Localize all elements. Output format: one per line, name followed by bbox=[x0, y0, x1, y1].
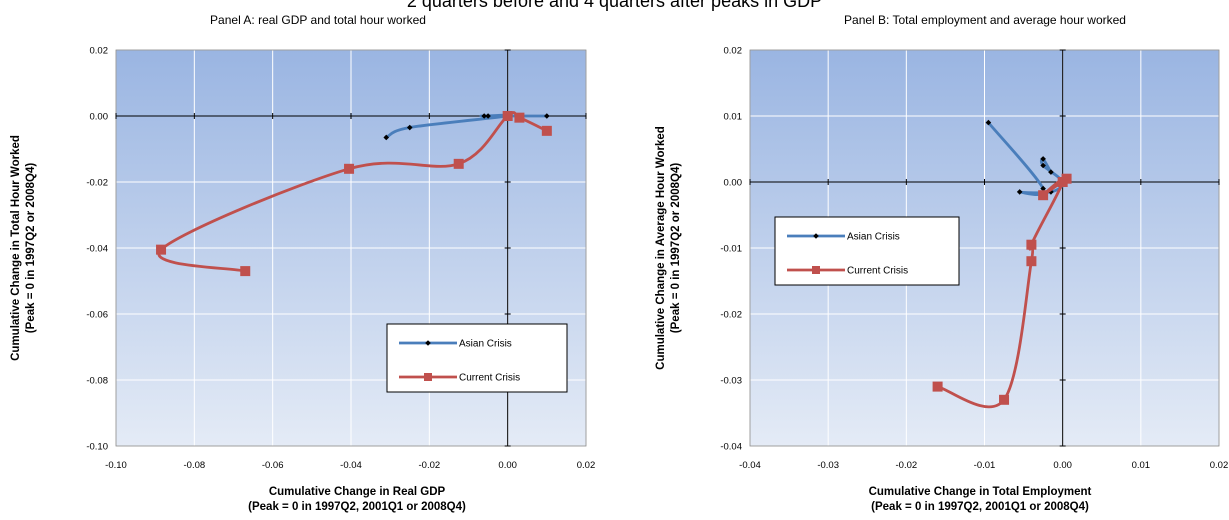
data-point bbox=[383, 134, 390, 141]
x-tick-label: -0.08 bbox=[184, 460, 206, 471]
y-tick-label: -0.10 bbox=[86, 442, 108, 453]
data-point bbox=[481, 113, 487, 119]
data-point bbox=[156, 244, 167, 255]
data-point bbox=[985, 119, 992, 126]
y-tick-label: -0.01 bbox=[720, 244, 742, 255]
y-tick-label: -0.02 bbox=[86, 178, 108, 189]
x-tick-label: -0.02 bbox=[419, 460, 441, 471]
data-point bbox=[453, 158, 464, 169]
x-tick-label: -0.02 bbox=[896, 460, 918, 471]
data-point bbox=[514, 112, 525, 123]
data-point bbox=[999, 394, 1010, 405]
y-tick-label: -0.02 bbox=[720, 310, 742, 321]
x-tick-label: -0.10 bbox=[105, 460, 127, 471]
legend-label: Asian Crisis bbox=[459, 339, 512, 350]
y-axis-title: (Peak = 0 in 1997Q2 or 2008Q4) bbox=[670, 163, 682, 334]
data-point bbox=[932, 381, 943, 392]
data-point bbox=[502, 111, 513, 121]
legend-label: Asian Crisis bbox=[847, 232, 900, 243]
y-axis-title: Cumulative Change in Average Hour Worked bbox=[655, 126, 667, 370]
series-current-crisis bbox=[156, 111, 552, 277]
plot-border bbox=[115, 49, 587, 447]
y-tick-label: -0.04 bbox=[720, 442, 742, 453]
x-tick-label: -0.03 bbox=[817, 460, 839, 471]
y-axis-title: Cumulative Change in Total Hour Worked bbox=[10, 135, 22, 361]
data-point bbox=[544, 113, 550, 119]
data-point bbox=[541, 125, 552, 136]
y-tick-label: -0.03 bbox=[720, 376, 742, 387]
figure-title: 2 quarters before and 4 quarters after p… bbox=[406, 0, 823, 11]
legend-marker bbox=[425, 340, 431, 346]
y-tick-label: 0.00 bbox=[90, 112, 109, 123]
data-point bbox=[1038, 190, 1049, 201]
data-point bbox=[485, 113, 491, 119]
data-point bbox=[1057, 177, 1068, 187]
x-tick-label: -0.01 bbox=[974, 460, 996, 471]
panel-title: Panel B: Total employment and average ho… bbox=[844, 13, 1126, 27]
x-tick-label: -0.04 bbox=[340, 460, 362, 471]
y-tick-label: 0.00 bbox=[724, 178, 743, 189]
legend-box bbox=[774, 216, 960, 286]
plot-border bbox=[749, 49, 1220, 447]
data-point bbox=[1040, 162, 1046, 169]
y-tick-label: -0.04 bbox=[86, 244, 108, 255]
legend-marker bbox=[424, 373, 432, 381]
x-tick-label: 0.01 bbox=[1132, 460, 1151, 471]
series-current-crisis bbox=[932, 173, 1072, 409]
y-tick-label: 0.02 bbox=[724, 46, 743, 57]
legend-marker bbox=[813, 233, 819, 239]
y-tick-label: -0.08 bbox=[86, 376, 108, 387]
data-point bbox=[1026, 256, 1037, 267]
panel-title: Panel A: real GDP and total hour worked bbox=[210, 13, 426, 27]
data-point bbox=[406, 124, 413, 131]
x-tick-label: 0.02 bbox=[1210, 460, 1229, 471]
panel-b: -0.04 -0.03 -0.02 -0.01 0.00 0.01 0.02 -0.04 -0.… bbox=[655, 13, 1228, 513]
x-tick-label: -0.06 bbox=[262, 460, 284, 471]
y-tick-label: 0.01 bbox=[724, 112, 743, 123]
x-tick-label: -0.04 bbox=[739, 460, 761, 471]
y-tick-label: -0.06 bbox=[86, 310, 108, 321]
legend-label: Current Crisis bbox=[459, 373, 520, 384]
x-tick-label: 0.00 bbox=[498, 460, 517, 471]
legend: Asian Crisis Current Crisis bbox=[386, 323, 568, 393]
legend: Asian Crisis Current Crisis bbox=[774, 216, 960, 286]
x-tick-label: 0.00 bbox=[1053, 460, 1072, 471]
legend-box bbox=[386, 323, 568, 393]
data-point bbox=[240, 266, 251, 277]
x-axis-title: (Peak = 0 in 1997Q2, 2001Q1 or 2008Q4) bbox=[248, 501, 466, 513]
data-point bbox=[1016, 189, 1023, 195]
legend-marker bbox=[812, 266, 820, 274]
data-point bbox=[1026, 239, 1037, 250]
data-point bbox=[1040, 185, 1046, 192]
y-tick-label: 0.02 bbox=[90, 46, 109, 57]
x-axis-title: (Peak = 0 in 1997Q2, 2001Q1 or 2008Q4) bbox=[871, 501, 1089, 513]
data-point bbox=[1048, 169, 1054, 175]
data-point bbox=[1040, 156, 1046, 162]
x-tick-label: 0.02 bbox=[577, 460, 596, 471]
data-point bbox=[344, 163, 355, 174]
x-axis-title: Cumulative Change in Real GDP bbox=[269, 486, 446, 498]
x-axis-title: Cumulative Change in Total Employment bbox=[869, 486, 1092, 498]
legend-label: Current Crisis bbox=[847, 266, 908, 277]
y-axis-title: (Peak = 0 in 1997Q2 or 2008Q4) bbox=[25, 163, 37, 334]
panel-a: -0.10 -0.08 -0.06 -0.04 -0.02 0.00 0.02 -0.10 -0… bbox=[10, 13, 595, 513]
